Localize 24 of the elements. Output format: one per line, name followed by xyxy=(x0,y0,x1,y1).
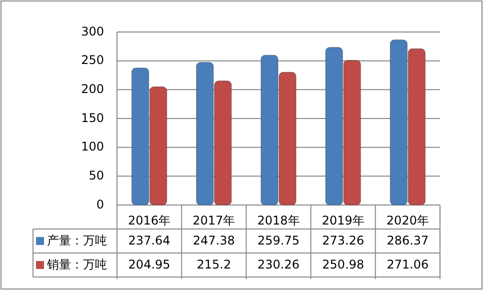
data-label: 286.37 xyxy=(386,233,429,248)
legend-label: 销量：万吨 xyxy=(46,257,107,272)
x-tick-label: 2016年 xyxy=(128,213,171,228)
y-tick-label: 200 xyxy=(81,82,104,96)
y-tick-label: 50 xyxy=(88,168,104,182)
y-tick-label: 0 xyxy=(96,197,104,212)
y-tick-label: 150 xyxy=(81,110,104,125)
data-label: 230.26 xyxy=(258,257,300,272)
data-label: 204.95 xyxy=(128,257,170,272)
data-label: 250.98 xyxy=(322,257,364,272)
data-label: 247.38 xyxy=(192,233,235,248)
data-label: 271.06 xyxy=(386,257,429,272)
data-label: 215.2 xyxy=(196,257,232,272)
data-label: 259.75 xyxy=(258,233,300,248)
legend-label: 产量：万吨 xyxy=(47,233,107,248)
y-tick-label: 100 xyxy=(81,140,104,154)
data-label: 273.26 xyxy=(322,233,364,248)
y-tick-label: 250 xyxy=(81,53,104,68)
x-tick-label: 2020年 xyxy=(386,213,429,228)
y-tick-label: 300 xyxy=(81,24,104,38)
data-label: 237.64 xyxy=(128,233,170,248)
x-tick-label: 2018年 xyxy=(257,213,300,228)
x-tick-label: 2017年 xyxy=(192,213,236,228)
x-tick-label: 2019年 xyxy=(322,213,364,228)
